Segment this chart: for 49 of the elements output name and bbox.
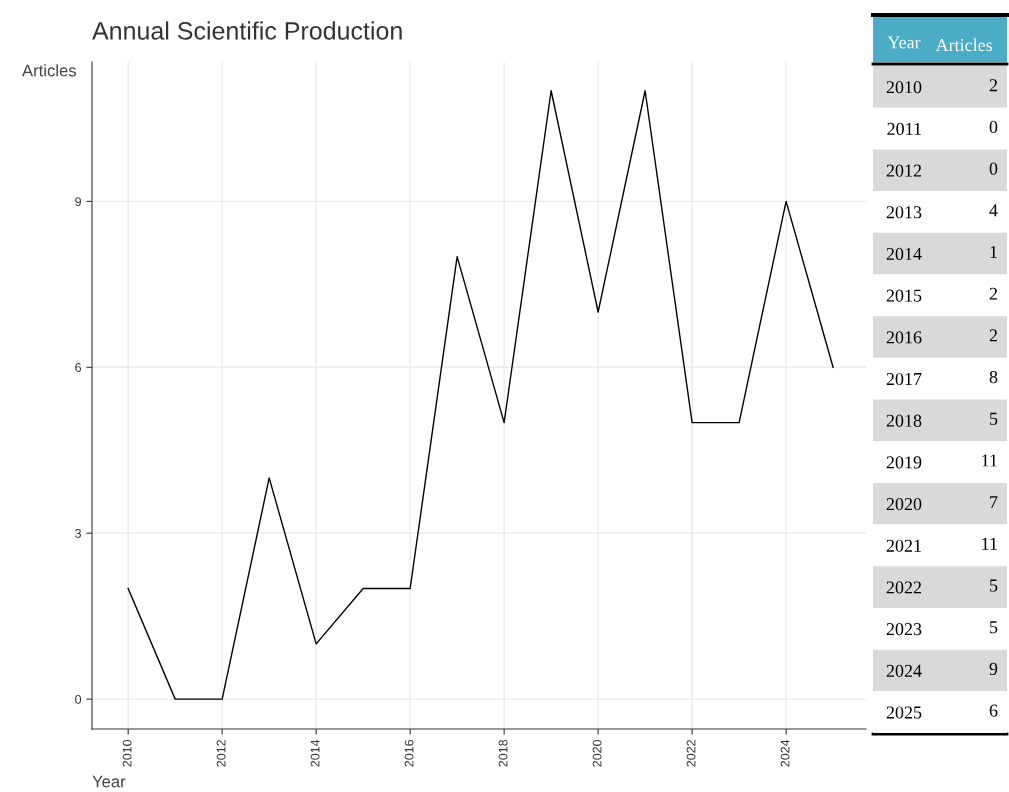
line-series bbox=[127, 90, 834, 700]
data-label: 11 bbox=[982, 537, 997, 550]
y-tick-label: 2019 bbox=[886, 456, 922, 469]
y-tick-label: 2022 bbox=[886, 581, 922, 594]
y-tick-label: 2010 bbox=[886, 81, 922, 94]
data-label: 6 bbox=[989, 704, 998, 717]
data-label: 2 bbox=[989, 79, 997, 92]
data-label: 0 bbox=[989, 162, 998, 175]
y-tick-label: 6 bbox=[75, 363, 82, 372]
y-tick-label: 2018 bbox=[886, 414, 922, 427]
data-label: 1 bbox=[990, 246, 997, 258]
y-tick-label: 2024 bbox=[886, 664, 922, 677]
data-label: 5 bbox=[990, 579, 998, 592]
data-label: 2 bbox=[989, 287, 997, 300]
y-tick-label: 2011 bbox=[887, 122, 921, 135]
y-tick-label: 3 bbox=[75, 529, 82, 538]
data-label: 11 bbox=[982, 454, 997, 467]
y-tick-label: 2023 bbox=[886, 623, 922, 636]
x-tick-label: 2010 bbox=[122, 739, 132, 767]
y-tick-label: 2017 bbox=[886, 372, 922, 386]
data-label: 0 bbox=[989, 120, 998, 134]
y-axis-title: Year bbox=[887, 36, 921, 49]
data-label: 5 bbox=[990, 621, 998, 634]
x-tick-label: 2016 bbox=[404, 739, 414, 767]
y-tick-label: 2014 bbox=[886, 247, 922, 261]
x-tick-label: 2022 bbox=[686, 740, 696, 767]
data-label: 5 bbox=[990, 412, 998, 425]
y-tick-label: 2013 bbox=[886, 206, 922, 219]
x-tick-label: 2020 bbox=[592, 739, 602, 767]
y-tick-label: 2020 bbox=[886, 497, 922, 511]
x-tick-label: 2012 bbox=[216, 740, 226, 767]
x-tick-label: 2018 bbox=[498, 739, 508, 767]
x-tick-label: 2014 bbox=[310, 739, 320, 767]
y-tick-label: 0 bbox=[75, 694, 82, 704]
data-label: 8 bbox=[989, 370, 998, 384]
y-tick-label: 9 bbox=[75, 197, 81, 207]
x-tick-label: 2024 bbox=[780, 739, 790, 767]
data-label: 7 bbox=[990, 496, 998, 509]
data-label: 4 bbox=[989, 204, 998, 217]
y-tick-label: 2015 bbox=[886, 289, 922, 302]
x-axis-title: Year bbox=[92, 775, 126, 788]
y-tick-label: 2021 bbox=[886, 539, 921, 552]
data-label: 2 bbox=[989, 329, 997, 342]
y-tick-label: 2016 bbox=[886, 331, 922, 344]
data-label: 9 bbox=[989, 662, 998, 675]
y-tick-label: 2012 bbox=[886, 164, 922, 177]
y-tick-label: 2025 bbox=[886, 706, 922, 719]
chart-title: Annual Scientific Production bbox=[92, 21, 402, 40]
y-axis-title: Articles bbox=[22, 64, 77, 77]
